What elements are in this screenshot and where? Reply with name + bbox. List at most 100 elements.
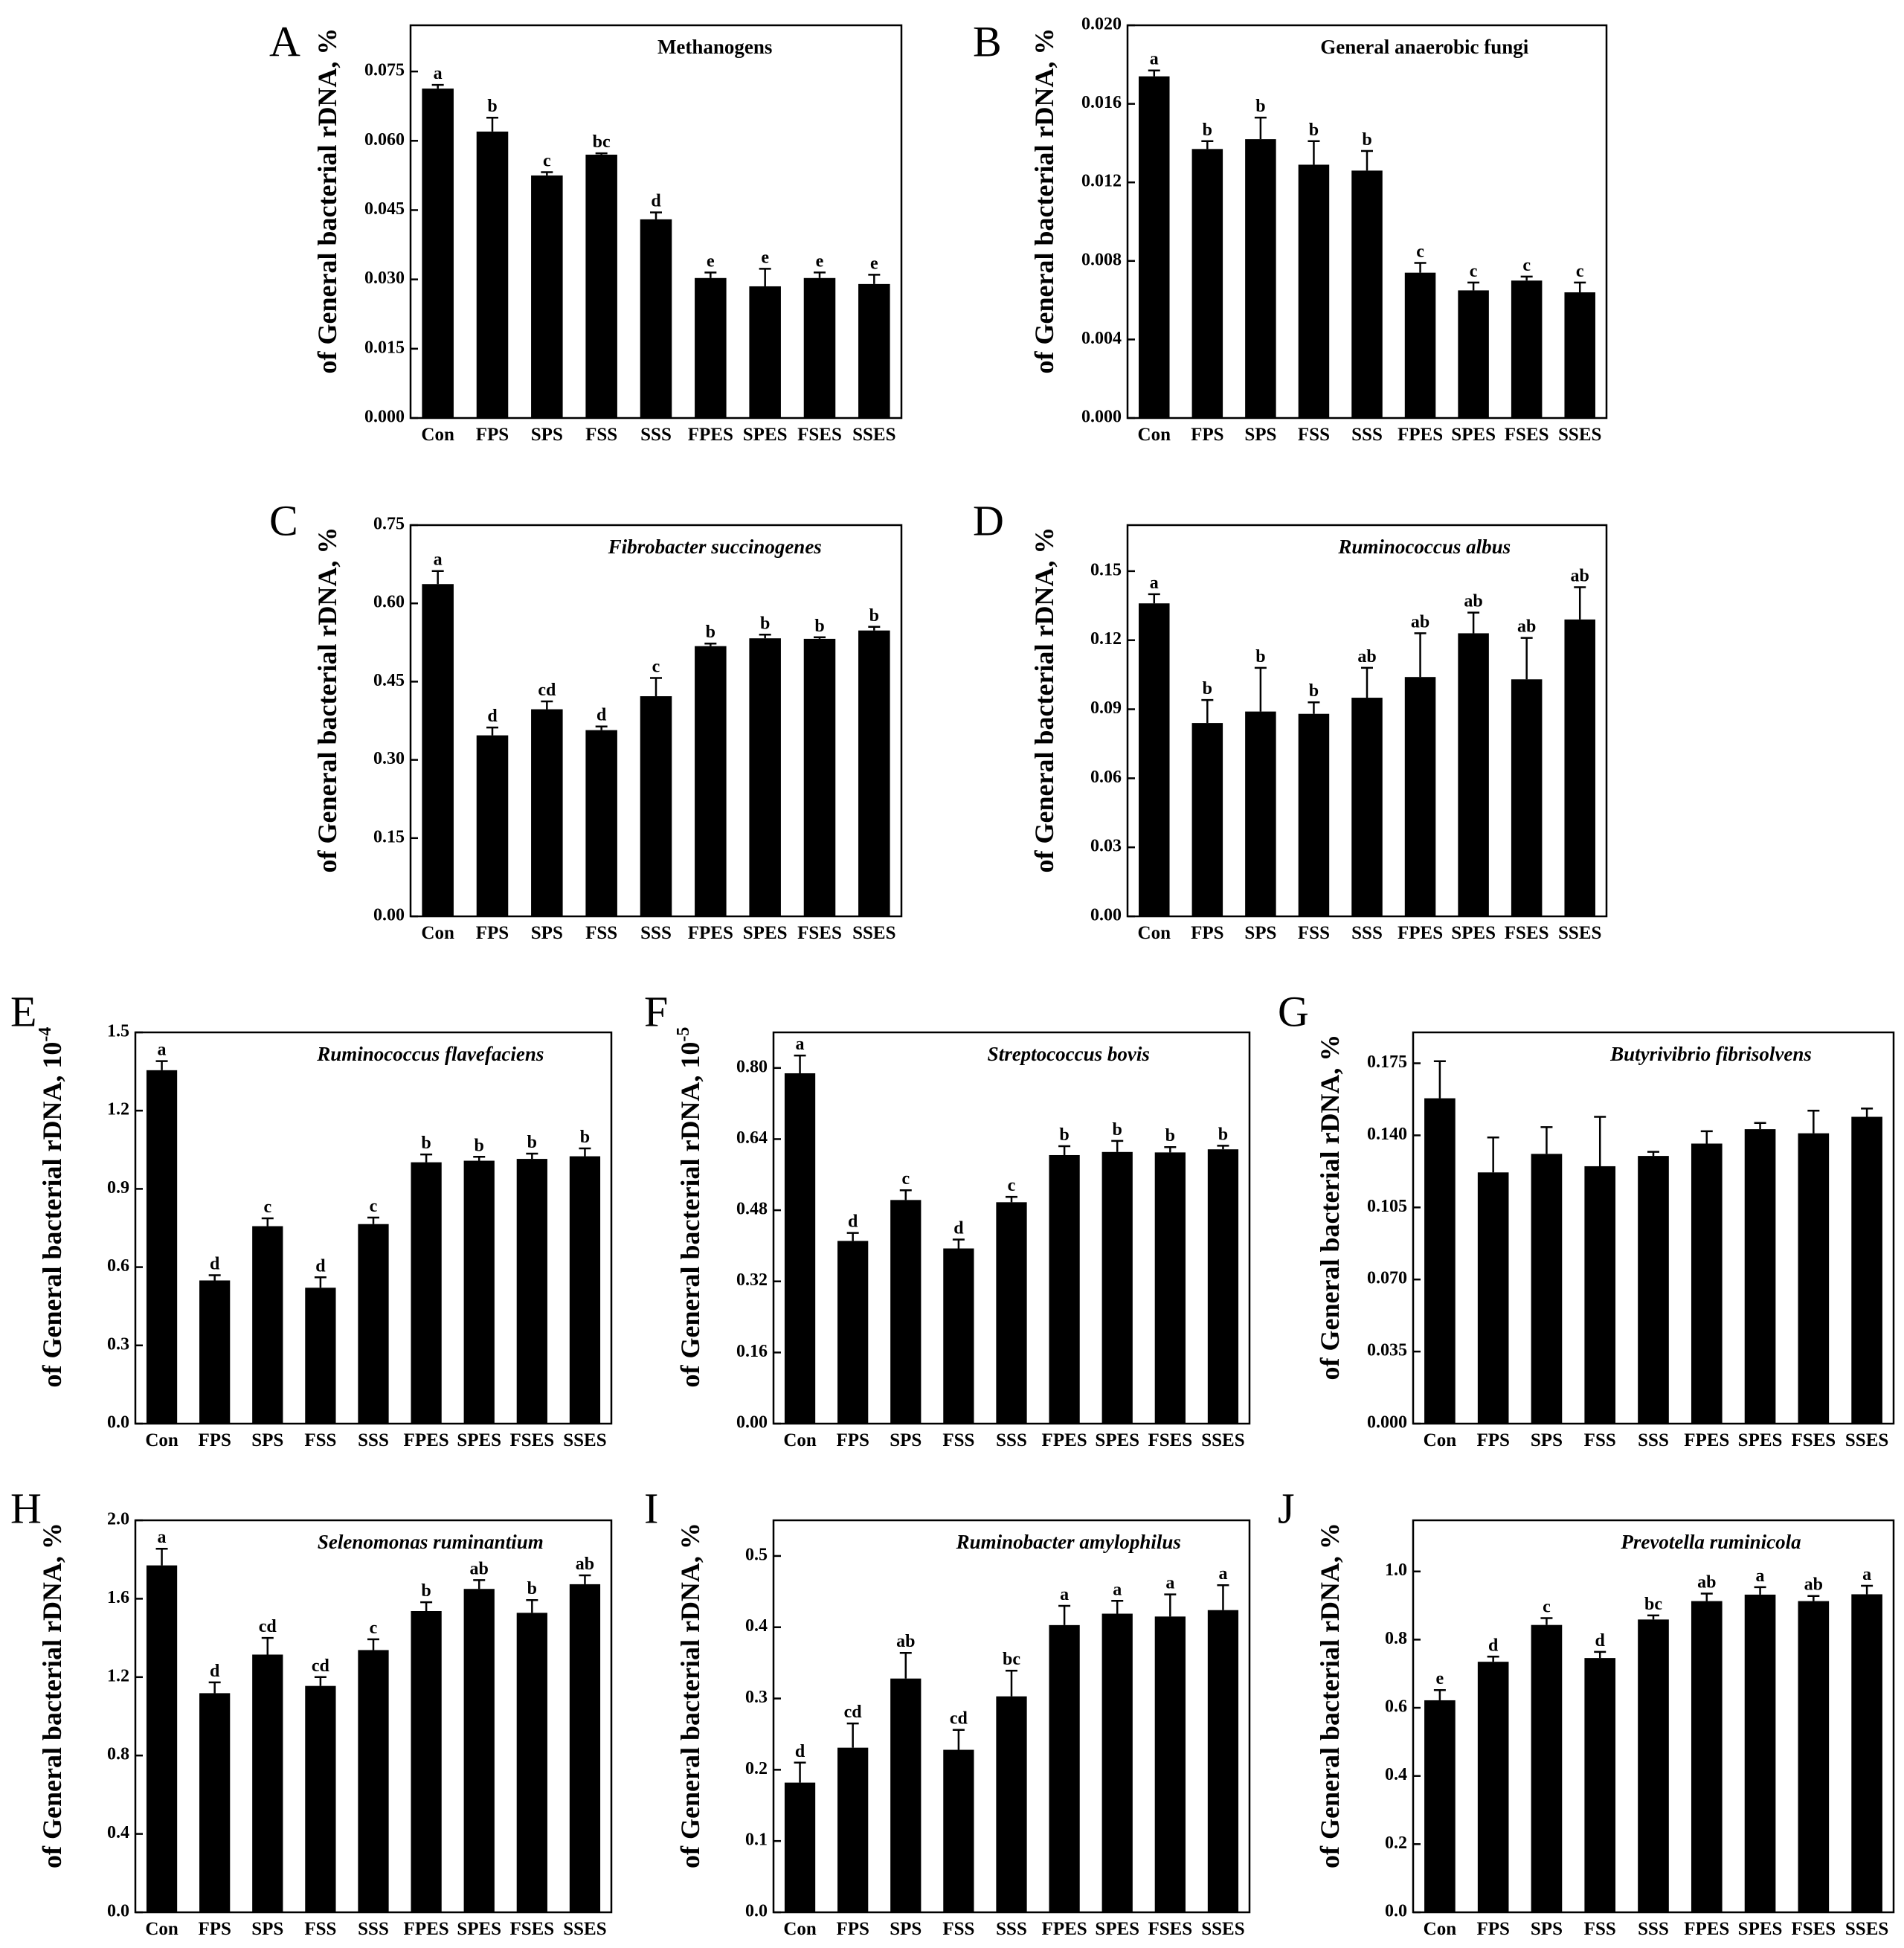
significance-letter: d <box>315 1256 326 1276</box>
bar-fses <box>1154 1616 1186 1912</box>
bar-fpes <box>1691 1143 1723 1424</box>
bar-fss <box>943 1248 974 1424</box>
significance-letter: b <box>1113 1120 1122 1139</box>
bar-sses <box>1207 1149 1239 1424</box>
y-tick-label: 0.0 <box>107 1902 129 1921</box>
significance-letter: a <box>158 1528 167 1547</box>
significance-letter: a <box>1862 1565 1871 1584</box>
x-tick-label: SPS <box>1244 425 1276 445</box>
y-tick-label: 0.012 <box>1081 172 1122 191</box>
y-tick-label: 0.48 <box>736 1200 768 1219</box>
significance-letter: b <box>706 623 715 642</box>
bar-spes <box>1744 1129 1776 1424</box>
significance-letter: b <box>869 606 879 626</box>
x-tick-label: FSES <box>797 923 842 943</box>
bar-sps <box>1245 711 1276 916</box>
panel-letter: D <box>973 496 1004 544</box>
x-tick-label: FPS <box>1191 923 1223 943</box>
bar-fpes <box>411 1611 442 1912</box>
y-tick-label: 0.0 <box>107 1413 129 1433</box>
bar-fss <box>585 154 617 418</box>
bar-fps <box>476 131 509 418</box>
bar-sps <box>531 709 563 916</box>
y-tick-label: 0.00 <box>1090 906 1122 925</box>
y-tick-label: 2.0 <box>107 1510 129 1529</box>
significance-letter: b <box>814 617 824 636</box>
significance-letter: b <box>1309 681 1319 701</box>
significance-letter: b <box>1203 679 1212 698</box>
bar-sss <box>1638 1619 1669 1912</box>
significance-letter: d <box>848 1212 858 1232</box>
y-tick-label: 0.3 <box>107 1334 129 1354</box>
x-tick-label: FPS <box>836 1919 869 1939</box>
bar-fpes <box>695 277 727 418</box>
bar-fps <box>837 1241 869 1424</box>
y-tick-label: 0.000 <box>1081 408 1122 427</box>
significance-letter: a <box>1113 1580 1122 1599</box>
x-tick-label: FSES <box>1148 1430 1192 1450</box>
y-tick-label: 0.32 <box>736 1270 768 1290</box>
significance-letter: e <box>761 248 769 267</box>
significance-letter: c <box>652 657 660 676</box>
x-tick-label: FPS <box>476 923 509 943</box>
x-tick-label: FPES <box>1684 1919 1729 1939</box>
y-tick-label: 0.070 <box>1367 1269 1407 1288</box>
significance-letter: b <box>421 1581 431 1601</box>
y-tick-label: 1.2 <box>107 1666 129 1685</box>
x-tick-label: SSES <box>1201 1919 1244 1939</box>
x-tick-label: SSS <box>996 1430 1027 1450</box>
significance-letter: b <box>1255 97 1265 116</box>
significance-letter: d <box>210 1254 220 1273</box>
x-tick-label: SSES <box>1845 1919 1888 1939</box>
bar-sss <box>640 219 672 418</box>
y-tick-label: 0.4 <box>1385 1765 1407 1784</box>
panel-title: Prevotella ruminicola <box>1620 1531 1801 1553</box>
y-tick-label: 0.30 <box>373 749 405 768</box>
y-tick-label: 0.030 <box>364 269 405 288</box>
x-tick-label: Con <box>1424 1919 1457 1939</box>
significance-letter: d <box>1488 1636 1499 1655</box>
significance-letter: d <box>1595 1631 1606 1650</box>
bar-fps <box>1477 1662 1509 1912</box>
y-tick-label: 0.008 <box>1081 250 1122 269</box>
significance-letter: a <box>1165 1574 1174 1593</box>
y-axis-label: of General bacterial rDNA, % <box>1029 527 1059 873</box>
x-tick-label: SPES <box>743 425 788 445</box>
x-tick-label: FPS <box>198 1919 231 1939</box>
x-tick-label: SPES <box>1095 1919 1139 1939</box>
bar-fps <box>476 735 509 916</box>
significance-letter: b <box>487 97 497 116</box>
bar-fps <box>199 1280 231 1424</box>
bar-sses <box>1564 292 1595 418</box>
bar-fpes <box>411 1162 442 1424</box>
chart-panel-g: G 0.000 0.035 0.070 0.105 0.140 0.175 of Genera… <box>1278 987 1895 1450</box>
x-tick-label: Con <box>783 1919 817 1939</box>
significance-letter: d <box>487 707 498 726</box>
significance-letter: a <box>434 550 443 570</box>
x-tick-label: SPS <box>1531 1919 1563 1939</box>
panel-title: Selenomonas ruminantium <box>318 1531 544 1553</box>
y-tick-label: 0.80 <box>736 1057 768 1076</box>
bar-sss <box>996 1696 1027 1912</box>
significance-letter: c <box>1008 1176 1016 1195</box>
bar-fps <box>199 1693 231 1912</box>
significance-letter: c <box>1416 242 1424 261</box>
significance-letter: b <box>1309 120 1319 140</box>
significance-letter: a <box>1218 1564 1227 1584</box>
significance-letter: b <box>1218 1125 1228 1144</box>
significance-letter: d <box>210 1662 220 1681</box>
bar-sps <box>531 175 563 418</box>
chart-panel-h: H 0.0 0.4 0.8 1.2 1.6 2.0 of General bacterial … <box>10 1484 613 1939</box>
x-tick-label: FPS <box>476 425 509 445</box>
x-tick-label: FSS <box>585 425 617 445</box>
bar-con <box>784 1782 816 1912</box>
significance-letter: ab <box>1697 1573 1716 1592</box>
y-tick-label: 0.3 <box>745 1688 768 1707</box>
bar-fses <box>516 1159 547 1424</box>
x-tick-label: SSES <box>1558 923 1601 943</box>
bar-fss <box>1298 713 1330 916</box>
x-tick-label: SSES <box>563 1430 606 1450</box>
x-tick-label: FSES <box>1791 1919 1836 1939</box>
x-tick-label: Con <box>145 1919 178 1939</box>
x-tick-label: FPS <box>1191 425 1223 445</box>
